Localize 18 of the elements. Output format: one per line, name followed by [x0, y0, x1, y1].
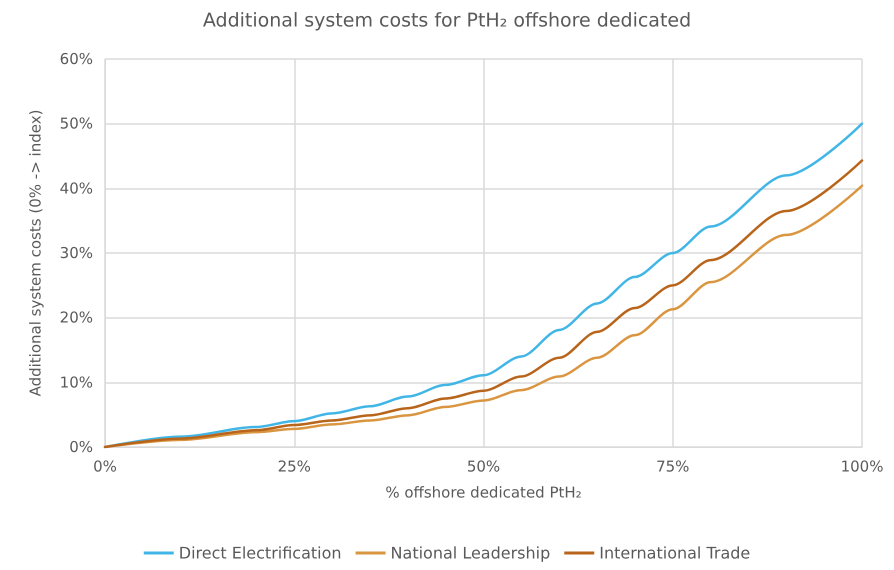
- legend-label: International Trade: [599, 544, 750, 562]
- y-tick-label: 40%: [60, 179, 93, 198]
- x-tick-label: 75%: [656, 458, 690, 476]
- legend-label: Direct Electrification: [178, 544, 342, 562]
- x-tick-label: 100%: [840, 458, 884, 476]
- x-axis-title: % offshore dedicated PtH₂: [385, 484, 582, 502]
- x-tick-label: 0%: [93, 458, 117, 476]
- y-tick-label: 60%: [60, 50, 93, 68]
- x-tick-label: 50%: [466, 458, 500, 476]
- y-tick-label: 0%: [69, 438, 93, 456]
- legend-label: National Leadership: [390, 544, 550, 562]
- y-tick-label: 20%: [60, 308, 93, 327]
- y-tick-label: 30%: [60, 244, 93, 262]
- x-tick-label: 25%: [278, 458, 311, 476]
- chart-title: Additional system costs for PtH₂ offshore dedicated: [202, 10, 692, 32]
- y-tick-label: 10%: [60, 373, 93, 392]
- y-axis-title: Additional system costs (0% -> index): [26, 110, 44, 396]
- y-tick-label: 50%: [60, 114, 93, 133]
